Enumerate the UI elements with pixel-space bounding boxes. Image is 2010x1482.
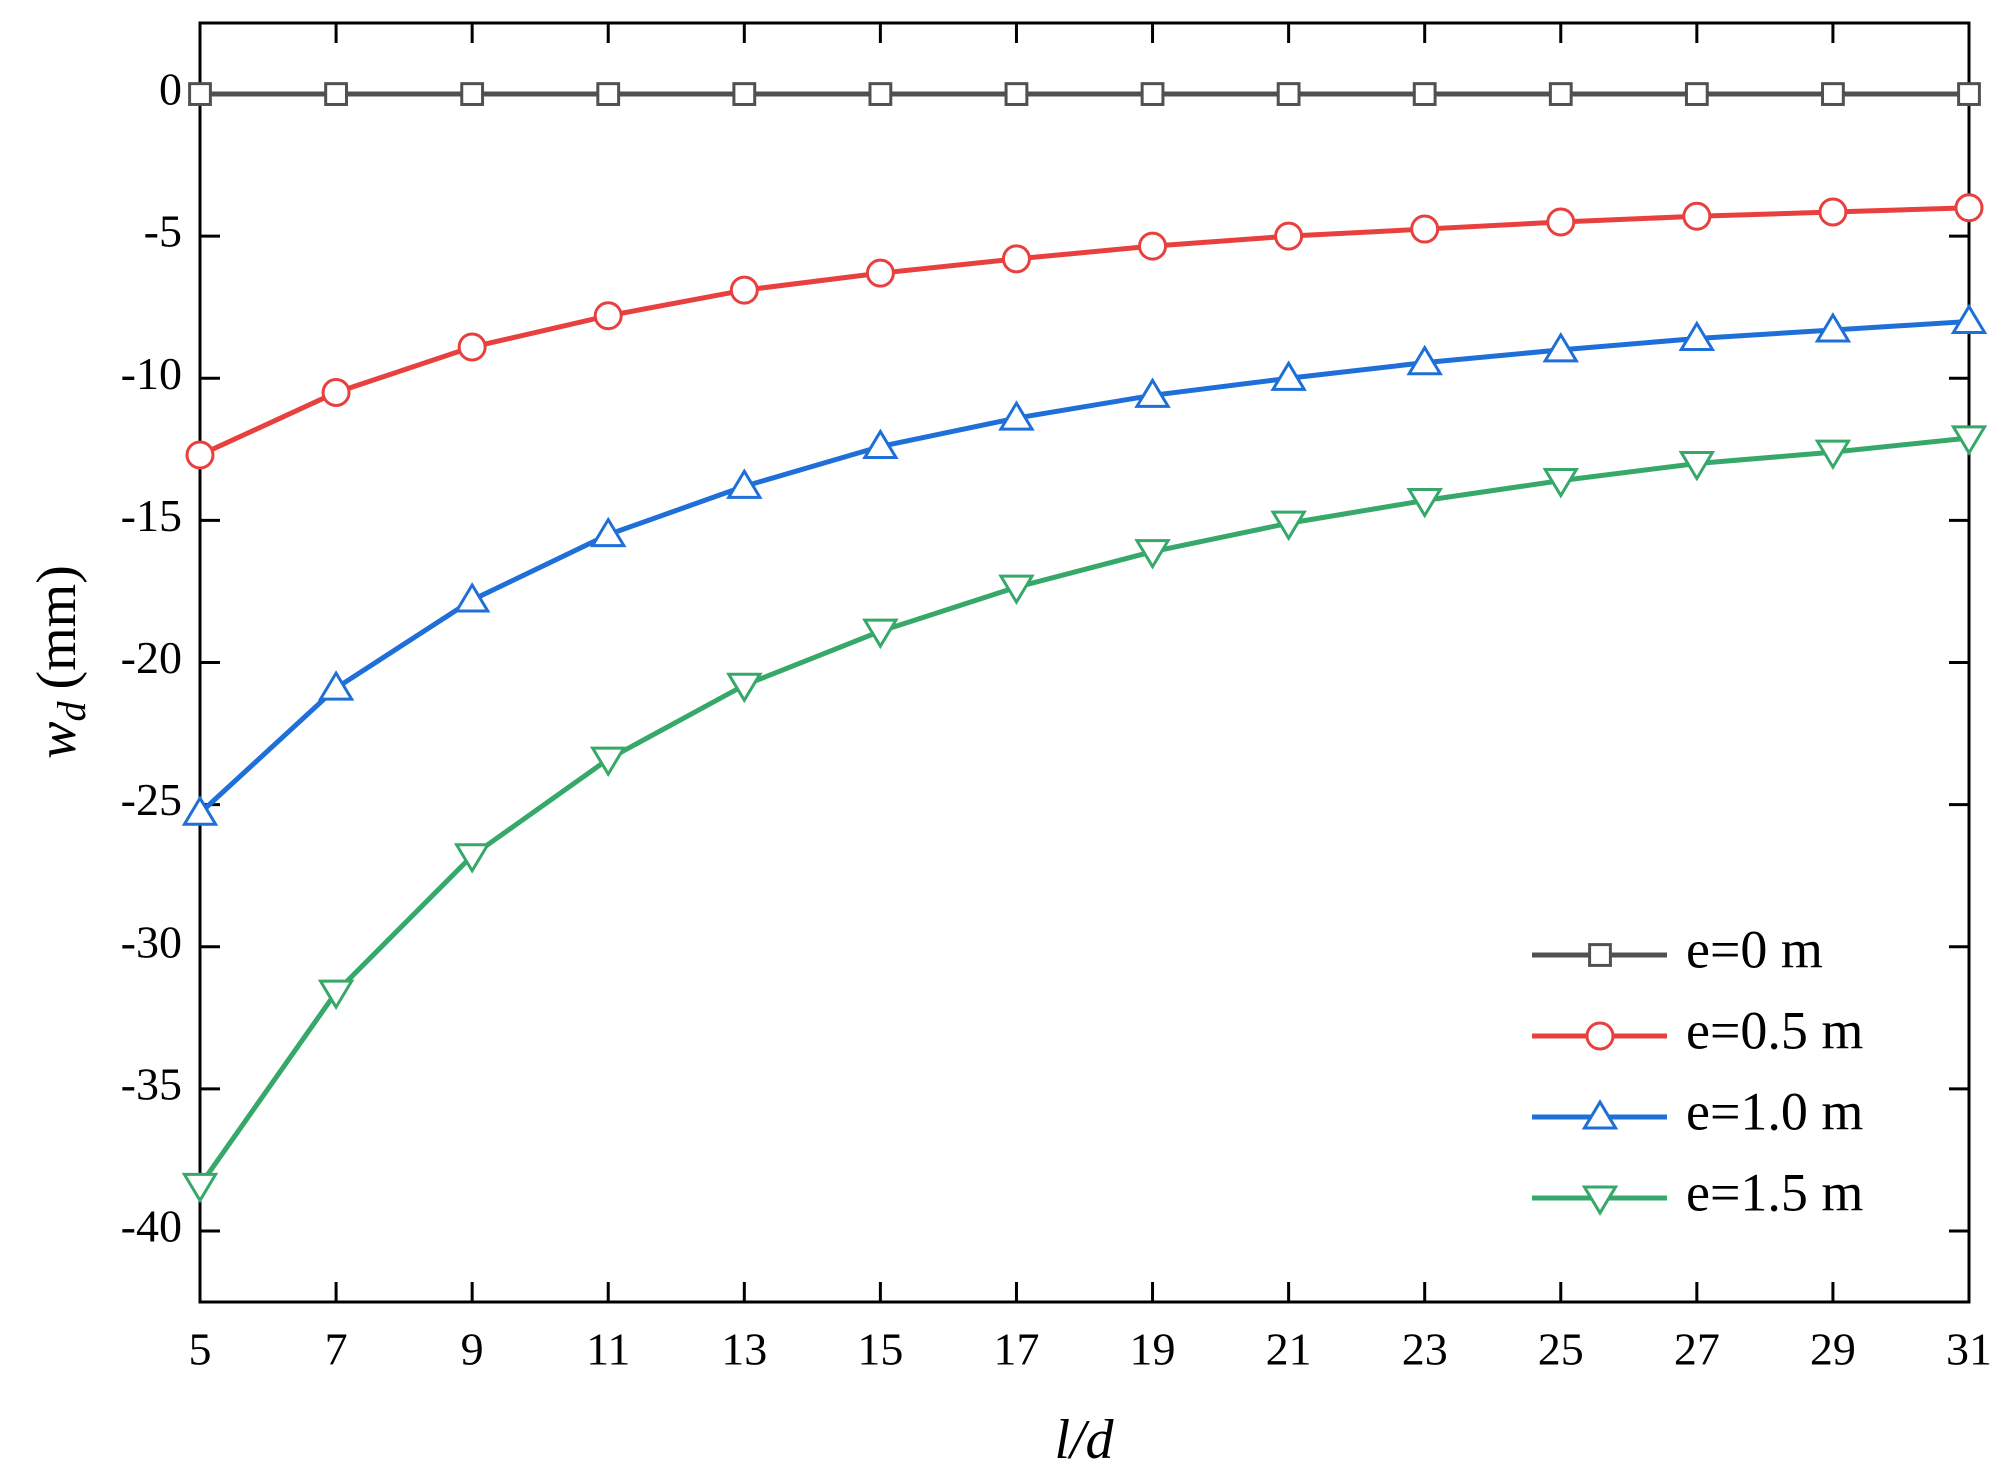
data-point xyxy=(1004,82,1029,106)
data-point xyxy=(317,979,355,1011)
data-point xyxy=(1138,231,1168,261)
data-point xyxy=(589,746,627,778)
y-label-unit: (mm) xyxy=(26,565,88,689)
data-point xyxy=(1276,82,1301,106)
legend-marker xyxy=(1588,943,1612,967)
legend-label: e=1.0 m xyxy=(1686,1081,1863,1141)
data-point xyxy=(1546,207,1576,237)
data-point xyxy=(596,82,621,106)
data-point xyxy=(317,670,355,701)
data-point xyxy=(593,301,623,331)
x-tick-label: 15 xyxy=(857,1324,903,1375)
y-tick-label: -5 xyxy=(144,206,182,257)
y-tick-label: 0 xyxy=(159,64,182,115)
data-point xyxy=(1950,303,1988,334)
data-point xyxy=(726,468,763,499)
legend-marker xyxy=(1581,1099,1619,1130)
series-line xyxy=(198,205,1970,458)
y-tick-label: -20 xyxy=(121,632,182,683)
series-line xyxy=(197,435,1970,1187)
x-tick-label: 13 xyxy=(721,1324,767,1375)
data-point xyxy=(1954,193,1984,223)
x-tick-label: 31 xyxy=(1946,1324,1992,1375)
data-point xyxy=(868,82,893,106)
y-axis-label: wd (mm) xyxy=(26,565,94,759)
data-point xyxy=(321,377,351,407)
legend-label: e=0.5 m xyxy=(1686,1000,1863,1060)
data-point xyxy=(1682,201,1712,231)
data-point xyxy=(1678,450,1716,482)
data-point xyxy=(457,332,487,362)
data-point xyxy=(1270,360,1307,391)
data-point xyxy=(1140,82,1165,106)
data-point xyxy=(1548,82,1573,106)
data-point xyxy=(1542,331,1580,363)
y-tick-label: -15 xyxy=(121,490,182,541)
y-tick-label: -30 xyxy=(121,916,182,967)
y-tick-label: -10 xyxy=(121,348,182,399)
y-tick-label: -40 xyxy=(121,1201,182,1252)
data-point xyxy=(1684,82,1709,106)
y-tick-label: -35 xyxy=(121,1058,182,1109)
x-tick-label: 5 xyxy=(189,1324,212,1375)
data-point xyxy=(1134,377,1171,408)
data-point xyxy=(460,82,485,106)
data-point xyxy=(589,516,627,548)
data-point xyxy=(1814,312,1852,343)
legend-marker xyxy=(1581,1185,1619,1216)
x-tick-label: 27 xyxy=(1674,1324,1720,1375)
x-tick-label: 29 xyxy=(1810,1324,1856,1375)
y-tick-label: -25 xyxy=(121,774,182,825)
x-tick-label: 7 xyxy=(325,1324,348,1375)
data-point xyxy=(181,1172,219,1204)
data-point xyxy=(1270,510,1307,542)
data-point xyxy=(862,428,899,460)
data-point xyxy=(729,275,759,305)
data-point xyxy=(1542,468,1580,499)
data-point xyxy=(998,400,1035,431)
data-point xyxy=(1412,82,1437,106)
data-point xyxy=(1957,82,1981,106)
data-point xyxy=(1406,487,1443,519)
data-point xyxy=(181,795,219,826)
data-point xyxy=(1950,425,1988,456)
x-tick-label: 23 xyxy=(1402,1324,1448,1375)
data-point xyxy=(1410,214,1440,244)
data-point xyxy=(1821,82,1845,106)
data-point xyxy=(453,582,491,613)
data-point xyxy=(1001,244,1031,274)
data-point xyxy=(865,258,895,288)
legend-label: e=1.5 m xyxy=(1686,1162,1863,1222)
series-line xyxy=(198,318,1970,815)
data-point xyxy=(998,574,1035,606)
data-point xyxy=(185,440,215,470)
x-tick-label: 25 xyxy=(1538,1324,1584,1375)
data-point xyxy=(188,82,212,106)
data-point xyxy=(726,672,763,704)
data-point xyxy=(1406,344,1443,376)
data-point xyxy=(732,82,757,106)
data-point xyxy=(1814,439,1852,471)
data-point xyxy=(1274,221,1304,251)
data-point xyxy=(862,618,899,650)
x-axis-label: l/d xyxy=(1054,1409,1114,1471)
data-point xyxy=(1678,320,1716,352)
x-tick-label: 11 xyxy=(586,1324,630,1375)
x-tick-label: 21 xyxy=(1266,1324,1312,1375)
y-label-sub: d xyxy=(49,701,94,722)
x-tick-label: 17 xyxy=(993,1324,1039,1375)
y-label-var: w xyxy=(26,722,88,759)
data-point xyxy=(1134,539,1171,570)
legend-marker xyxy=(1585,1021,1615,1051)
data-point xyxy=(453,843,491,874)
legend-label: e=0 m xyxy=(1686,919,1823,979)
data-point xyxy=(1818,197,1848,227)
x-tick-label: 9 xyxy=(461,1324,484,1375)
data-point xyxy=(324,82,348,106)
x-tick-label: 19 xyxy=(1130,1324,1176,1375)
